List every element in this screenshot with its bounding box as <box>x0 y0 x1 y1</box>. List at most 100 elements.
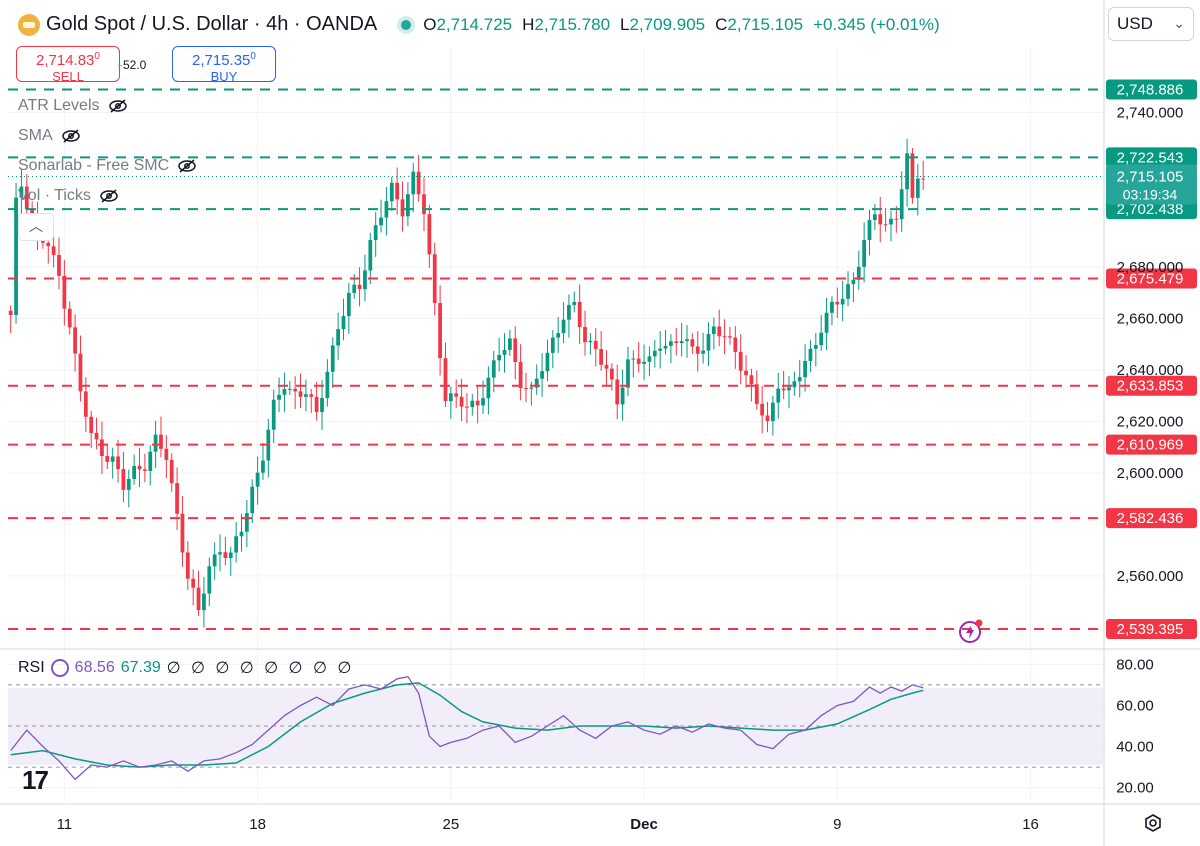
candle-body <box>593 340 598 349</box>
gold-logo-icon <box>18 13 40 36</box>
sell-button[interactable]: 2,714.830 SELL <box>16 46 120 84</box>
candle-body <box>255 472 260 487</box>
candle-body <box>819 332 824 346</box>
lightning-alert-icon[interactable] <box>958 618 984 644</box>
indicator-label: SMA <box>18 127 53 144</box>
candle-body <box>432 254 437 304</box>
rsi-legend[interactable]: RSI 68.56 67.39 ∅ ∅ ∅ ∅ ∅ ∅ ∅ ∅ <box>18 658 354 678</box>
rsi-settings-icon[interactable] <box>50 659 69 677</box>
candle-body <box>234 536 239 553</box>
candle-body <box>690 339 695 347</box>
level-label-box <box>1106 147 1197 168</box>
candle-body <box>191 578 196 588</box>
close-key: C <box>715 14 728 34</box>
candle-body <box>78 353 83 392</box>
candle-body <box>126 478 131 490</box>
level-label-box <box>1106 434 1197 455</box>
candle-body <box>878 214 883 225</box>
indicator-sma[interactable]: SMA <box>18 127 81 145</box>
level-label: 2,539.395 <box>1117 621 1184 638</box>
candle-body <box>105 456 110 462</box>
candle-body <box>363 270 367 289</box>
settings-gear-icon[interactable] <box>1143 813 1163 833</box>
level-label: 2,675.479 <box>1117 271 1184 288</box>
candle-body <box>540 371 544 379</box>
candle-body <box>46 242 51 247</box>
symbol-title[interactable]: Gold Spot / U.S. Dollar · 4h · OANDA <box>46 13 378 35</box>
price-tick-label: 2,660.000 <box>1117 310 1184 327</box>
candle-body <box>749 375 754 385</box>
candle-body <box>685 339 689 342</box>
candle-body <box>550 337 555 353</box>
candle-body <box>159 434 163 449</box>
eye-hidden-icon[interactable] <box>61 128 81 144</box>
candle-body <box>626 359 630 388</box>
candle-body <box>261 460 265 473</box>
candle-body <box>507 338 512 350</box>
candle-body <box>830 301 834 313</box>
candle-body <box>454 393 459 397</box>
high-key: H <box>522 14 535 34</box>
candle-body <box>325 371 330 399</box>
candle-body <box>379 217 383 226</box>
current-price-box <box>1106 164 1197 205</box>
close-value: 2,715.105 <box>727 14 804 34</box>
eye-hidden-icon[interactable] <box>177 158 197 174</box>
eye-hidden-icon[interactable] <box>99 188 119 204</box>
candle-body <box>813 345 818 349</box>
indicator-atr-levels[interactable]: ATR Levels <box>18 97 128 115</box>
candle-body <box>244 513 249 532</box>
candle-body <box>250 486 255 514</box>
indicator-sonarlab-smc[interactable]: Sonarlab - Free SMC <box>18 157 197 175</box>
level-label: 2,722.543 <box>1117 149 1184 166</box>
candle-body <box>357 284 362 289</box>
candle-body <box>609 368 614 380</box>
candle-body <box>293 388 298 392</box>
currency-select[interactable]: USD ⌄ <box>1108 7 1194 41</box>
candle-body <box>137 465 142 470</box>
candle-body <box>921 178 926 180</box>
candle-body <box>583 327 587 343</box>
indicator-vol-ticks[interactable]: Vol · Ticks <box>18 187 119 205</box>
grid <box>8 48 1103 802</box>
candle-body <box>121 469 126 490</box>
candle-body <box>57 255 61 276</box>
candle-body <box>341 316 346 330</box>
candle-body <box>282 389 287 395</box>
level-label-box <box>1106 375 1197 396</box>
candle-body <box>711 326 716 335</box>
candle-body <box>228 552 233 559</box>
candle-body <box>679 341 684 343</box>
candle-body <box>760 403 765 416</box>
level-label: 2,748.886 <box>1117 81 1184 98</box>
candles <box>8 138 926 628</box>
collapse-legend-button[interactable]: ︿ <box>18 213 54 241</box>
candle-body <box>599 348 604 365</box>
ohlc-values: O2,714.725 H2,715.780 L2,709.905 C2,715.… <box>423 15 939 35</box>
candle-body <box>427 214 432 255</box>
rsi-tick-label: 80.00 <box>1116 656 1154 673</box>
candle-body <box>470 400 475 408</box>
candle-body <box>706 334 711 351</box>
buy-button[interactable]: 2,715.350 BUY <box>172 46 276 84</box>
candle-body <box>787 387 791 391</box>
candle-body <box>824 312 829 333</box>
rsi-line <box>10 675 924 781</box>
candle-body <box>776 388 781 403</box>
candle-body <box>577 301 582 328</box>
level-label-box <box>1106 618 1197 639</box>
candle-body <box>620 387 625 405</box>
level-label: 2,610.969 <box>1117 437 1184 454</box>
buy-price: 2,715.35 <box>192 52 251 69</box>
level-label-box <box>1106 79 1197 100</box>
candle-body <box>304 394 308 397</box>
candle-body <box>738 351 743 371</box>
candle-body <box>8 310 13 315</box>
buy-price-sup: 0 <box>250 51 256 62</box>
eye-hidden-icon[interactable] <box>108 98 128 114</box>
tradingview-logo[interactable]: 17 <box>22 765 49 795</box>
sell-price: 2,714.83 <box>36 52 95 69</box>
high-value: 2,715.780 <box>534 14 611 34</box>
candle-body <box>733 337 738 352</box>
